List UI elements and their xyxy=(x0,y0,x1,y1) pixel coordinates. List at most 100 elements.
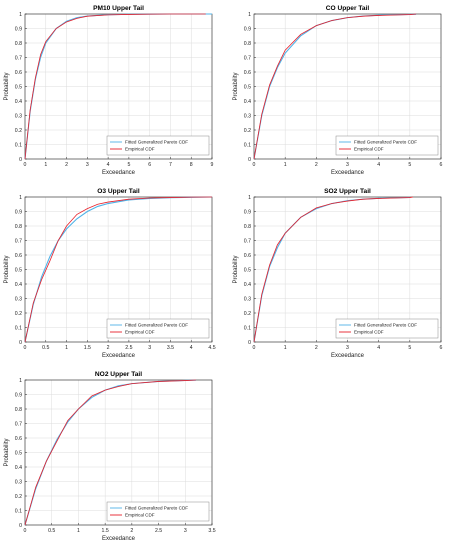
y-tick-label: 0.6 xyxy=(244,253,251,259)
y-tick-label: 0.9 xyxy=(244,209,251,215)
axes-box xyxy=(24,379,213,526)
x-tick-label: 1 xyxy=(77,528,80,534)
legend-label: Empirical CDF xyxy=(125,330,155,335)
x-tick-label: 2 xyxy=(315,162,318,168)
x-tick-label: 9 xyxy=(211,162,214,168)
x-axis-label: Exceedance xyxy=(331,353,365,359)
so2-chart: 0 1 2 3 4 5 6 0 0.1 0.2 0.3 0.4 0.5 0.6 0.7 0.8 0.9 1 SO2 … xyxy=(233,188,443,359)
y-tick-label: 0.5 xyxy=(15,84,22,90)
y-tick-label: 1 xyxy=(248,12,251,18)
chart-panel-no2: 0 0.5 1 1.5 2 2.5 3 3.5 0 0.1 0.2 0.3 0.4 0.5 0.6 0.7 0.… xyxy=(0,366,229,549)
axes-box xyxy=(253,13,442,160)
y-tick-label: 0.9 xyxy=(15,26,22,32)
empirical-cdf-line xyxy=(253,196,414,343)
legend-label: Fitted Generalized Pareto CDF xyxy=(125,323,188,328)
chart-title: CO Upper Tail xyxy=(326,5,370,12)
y-tick-label: 0.1 xyxy=(15,325,22,331)
co-chart: 0 1 2 3 4 5 6 0 0.1 0.2 0.3 0.4 0.5 0.6 0.7 0.8 0.9 1 CO U… xyxy=(233,5,443,176)
y-tick-label: 0.2 xyxy=(15,494,22,500)
x-tick-label: 5 xyxy=(408,345,411,351)
y-tick-label: 0.4 xyxy=(15,99,22,105)
y-tick-label: 1 xyxy=(19,195,22,201)
y-tick-label: 0.4 xyxy=(244,99,251,105)
legend-box xyxy=(335,135,439,156)
x-axis-label: Exceedance xyxy=(102,536,136,542)
x-tick-label: 2 xyxy=(107,345,110,351)
y-tick-label: 0.6 xyxy=(15,70,22,76)
y-tick-label: 0.1 xyxy=(15,142,22,148)
x-tick-label: 1 xyxy=(284,345,287,351)
y-tick-label: 0.7 xyxy=(15,55,22,61)
y-tick-label: 0.3 xyxy=(15,113,22,119)
y-tick-label: 0.4 xyxy=(15,465,22,471)
chart-panel-so2: 0 1 2 3 4 5 6 0 0.1 0.2 0.3 0.4 0.5 0.6 0.7 0.8 0.9 1 SO2 … xyxy=(229,183,458,366)
x-tick-label: 7 xyxy=(169,162,172,168)
y-tick-label: 0.9 xyxy=(15,392,22,398)
y-tick-label: 0.8 xyxy=(15,407,22,413)
y-tick-label: 0.7 xyxy=(244,55,251,61)
y-tick-label: 0.3 xyxy=(15,479,22,485)
y-tick-label: 0.2 xyxy=(244,128,251,134)
y-tick-label: 0.9 xyxy=(244,26,251,32)
x-tick-label: 0 xyxy=(24,345,27,351)
y-tick-label: 0.1 xyxy=(244,325,251,331)
empirical-cdf-line xyxy=(24,379,196,526)
y-tick-label: 0.7 xyxy=(244,238,251,244)
x-axis-label: Exceedance xyxy=(102,170,136,176)
o3-chart: 0 0.5 1 1.5 2 2.5 3 3.5 4 4.5 0 0.1 0.2 0.3 0.4 0.5 0.6 0… xyxy=(4,188,216,359)
y-axis-label: Probability xyxy=(4,438,10,466)
x-tick-label: 8 xyxy=(190,162,193,168)
y-tick-label: 0.2 xyxy=(15,128,22,134)
chart-panel-pm10: 0 1 2 3 4 5 6 7 8 9 0 0.1 0.2 0.3 0.4 0.5 0.6 0.7 0.8 0.9 1 P… xyxy=(0,0,229,183)
legend-label: Fitted Generalized Pareto CDF xyxy=(125,140,188,145)
y-tick-label: 0 xyxy=(19,523,22,529)
legend-label: Fitted Generalized Pareto CDF xyxy=(354,323,417,328)
x-tick-label: 4 xyxy=(107,162,110,168)
x-tick-label: 2 xyxy=(130,528,133,534)
x-tick-label: 4 xyxy=(377,345,380,351)
x-tick-label: 0 xyxy=(253,162,256,168)
x-tick-label: 2.5 xyxy=(125,345,132,351)
x-tick-label: 4 xyxy=(377,162,380,168)
y-tick-label: 0.8 xyxy=(244,224,251,230)
axes-box xyxy=(253,196,442,343)
legend-box xyxy=(106,501,210,522)
legend-label: Empirical CDF xyxy=(354,330,384,335)
empirical-cdf-line xyxy=(24,196,213,343)
x-tick-label: 1 xyxy=(65,345,68,351)
x-tick-label: 1 xyxy=(44,162,47,168)
x-tick-label: 4.5 xyxy=(208,345,215,351)
legend-label: Empirical CDF xyxy=(354,147,384,152)
chart-panel-o3: 0 0.5 1 1.5 2 2.5 3 3.5 4 4.5 0 0.1 0.2 0.3 0.4 0.5 0.6 0… xyxy=(0,183,229,366)
y-tick-label: 0.7 xyxy=(15,421,22,427)
x-axis-label: Exceedance xyxy=(331,170,365,176)
y-tick-label: 0.6 xyxy=(15,436,22,442)
x-tick-label: 3.5 xyxy=(208,528,215,534)
empirical-cdf-line xyxy=(24,13,206,160)
legend-label: Fitted Generalized Pareto CDF xyxy=(125,506,188,511)
y-tick-label: 0.2 xyxy=(15,311,22,317)
x-tick-label: 3 xyxy=(346,162,349,168)
y-tick-label: 0.8 xyxy=(244,41,251,47)
legend-label: Empirical CDF xyxy=(125,147,155,152)
x-tick-label: 3 xyxy=(184,528,187,534)
legend-label: Empirical CDF xyxy=(125,513,155,518)
x-tick-label: 6 xyxy=(440,162,443,168)
y-tick-label: 0.1 xyxy=(15,508,22,514)
x-tick-label: 2.5 xyxy=(155,528,162,534)
y-tick-label: 0.8 xyxy=(15,41,22,47)
x-tick-label: 0 xyxy=(253,345,256,351)
chart-panel-co: 0 1 2 3 4 5 6 0 0.1 0.2 0.3 0.4 0.5 0.6 0.7 0.8 0.9 1 CO U… xyxy=(229,0,458,183)
x-tick-label: 3 xyxy=(86,162,89,168)
y-tick-label: 0.6 xyxy=(15,253,22,259)
y-tick-label: 0 xyxy=(19,157,22,163)
no2-chart: 0 0.5 1 1.5 2 2.5 3 3.5 0 0.1 0.2 0.3 0.4 0.5 0.6 0.7 0.… xyxy=(4,371,216,542)
x-tick-label: 1.5 xyxy=(84,345,91,351)
chart-title: O3 Upper Tail xyxy=(97,188,140,195)
y-tick-label: 1 xyxy=(19,12,22,18)
y-tick-label: 0 xyxy=(248,157,251,163)
legend-label: Fitted Generalized Pareto CDF xyxy=(354,140,417,145)
x-tick-label: 2 xyxy=(315,345,318,351)
x-tick-label: 4 xyxy=(190,345,193,351)
x-axis-label: Exceedance xyxy=(102,353,136,359)
